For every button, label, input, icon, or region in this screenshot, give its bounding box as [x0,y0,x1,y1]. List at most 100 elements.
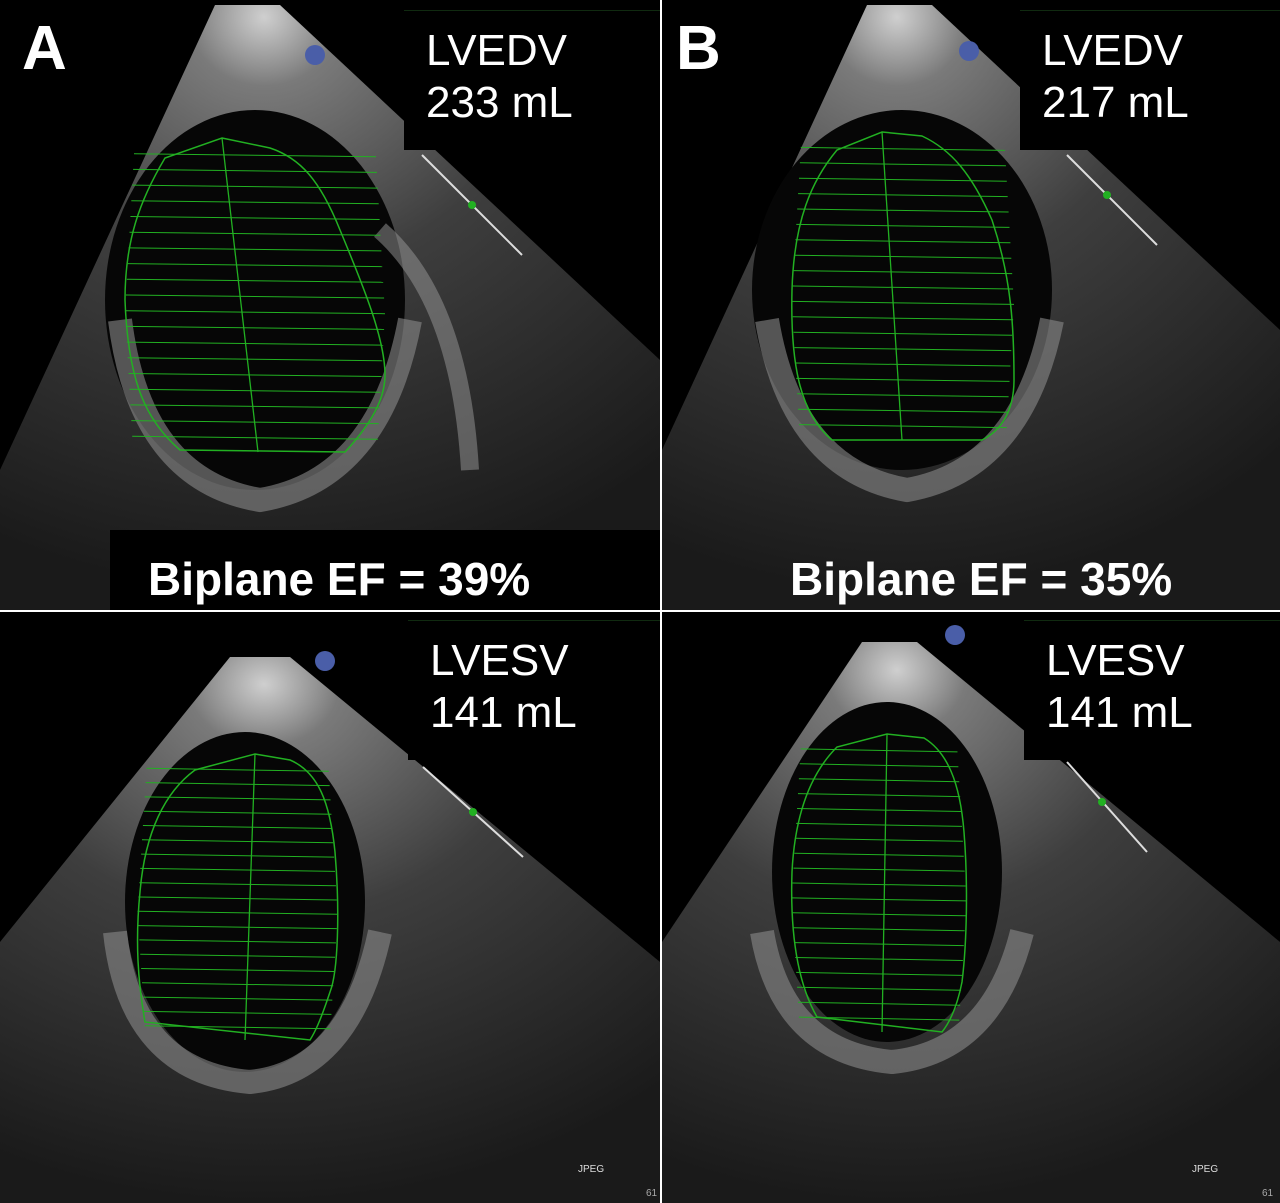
disc-slice-line [794,347,1012,352]
disc-slice-line [140,953,336,958]
disc-slice-line [142,996,333,1001]
lvedv-label: LVEDV [426,26,568,75]
lvedv-readout-a: LVEDV 233 mL [404,10,660,150]
disc-slice-line [794,942,964,947]
frame-marker: 61 [646,1188,658,1199]
disc-slice-line [800,748,958,753]
disc-slice-line [797,393,1009,398]
echo-image-b-diastole [662,5,1280,610]
lvedv-value: 217 mL [1042,78,1189,127]
disc-slice-line [792,882,966,887]
disc-slice-line [132,184,378,189]
disc-slice-line [125,294,385,299]
lv-trace-b-diastole [791,131,1015,441]
echo-image-b-systole [662,642,1280,1203]
disc-slice-line [796,971,962,976]
probe-marker-icon [959,41,979,61]
echo-image-a-diastole [0,5,660,610]
disc-slice-line [146,767,329,772]
disc-slice-line [129,388,381,393]
disc-slice-line [127,263,383,268]
disc-slice-line [124,310,386,315]
disc-slice-line [798,193,1008,198]
disc-slice-line [794,852,964,857]
disc-slice-line [128,373,382,377]
disc-slice-line [126,278,384,283]
disc-slice-line [795,837,963,842]
panel-label-a: A [22,14,67,83]
disc-slice-line [133,153,377,158]
lv-trace-a-diastole [124,137,386,453]
disc-slice-line [796,822,962,827]
disc-slice-line [143,1010,332,1015]
lvesv-value: 141 mL [430,688,577,737]
disc-slice-line [128,247,382,252]
ef-background [110,530,660,610]
disc-slice-line [798,177,1007,182]
disc-slice-line [143,810,332,815]
disc-slice-line [133,168,377,173]
lvedv-label: LVEDV [1042,26,1184,75]
disc-slice-line [795,362,1011,367]
jpeg-watermark: JPEG [578,1164,605,1175]
depth-scale-icon [421,154,523,256]
disc-slice-line [145,782,330,787]
disc-slice-line [798,778,960,783]
disc-slice-line [138,896,337,901]
disc-slice-line [131,420,379,425]
disc-slice-line [792,912,966,917]
disc-slice-line [792,285,1014,290]
disc-slice-line [791,897,967,902]
disc-slice-line [797,208,1009,213]
probe-marker-icon [945,625,965,645]
disc-slice-line [129,231,381,236]
disc-slice-line [125,325,385,330]
disc-slice-line [141,853,335,858]
disc-slice-line [130,216,380,220]
disc-slice-line [793,867,965,872]
disc-slice-line [142,982,334,987]
biplane-ef-b: Biplane EF = 35% [790,553,1173,605]
disc-slice-line [795,957,963,961]
disc-slice-line [139,882,336,887]
disc-slice-line [793,270,1013,275]
disc-slice-line [792,316,1014,321]
lvesv-label: LVESV [430,636,569,685]
disc-slice-line [793,331,1013,336]
panel-a-diastole: A LVEDV 233 mL [0,0,660,610]
disc-slice-line [800,146,1006,151]
disc-slice-line [791,300,1015,305]
disc-slice-line [797,1001,961,1006]
disc-slice-line [794,254,1012,259]
biplane-ef-a: Biplane EF = 39% [148,553,531,605]
disc-slice-line [137,910,338,915]
panel-b-diastole: B LVEDV 217 mL [662,0,1280,610]
probe-marker-icon [305,45,325,65]
disc-slice-line [139,939,336,944]
lv-trace-a-systole [136,753,339,1041]
disc-slice-line [126,341,384,346]
disc-slice-line [140,867,336,872]
disc-slice-line [798,424,1007,429]
lvesv-readout-a: LVESV 141 mL [408,620,660,760]
frame-marker: 61 [1262,1188,1274,1199]
disc-slice-line [797,986,962,991]
probe-marker-icon [315,651,335,671]
disc-slice-line [796,377,1010,382]
disc-slice-line [144,796,331,801]
disc-slice-line [127,357,383,362]
disc-slice-line [141,968,335,972]
depth-scale-icon [1066,761,1148,853]
disc-slice-line [797,808,962,812]
lvesv-value: 141 mL [1046,688,1193,737]
lv-trace-b-systole [790,733,968,1033]
disc-slice-line [796,223,1010,228]
disc-slice-line [797,793,961,798]
disc-slice-line [138,925,337,930]
disc-slice-line [799,162,1006,167]
disc-slice-line [132,435,378,440]
panel-label-b: B [676,14,721,83]
panel-a-systole: LVESV 141 mL JPEG [0,612,660,1203]
disc-slice-line [131,200,379,205]
jpeg-watermark: JPEG [1192,1164,1219,1175]
